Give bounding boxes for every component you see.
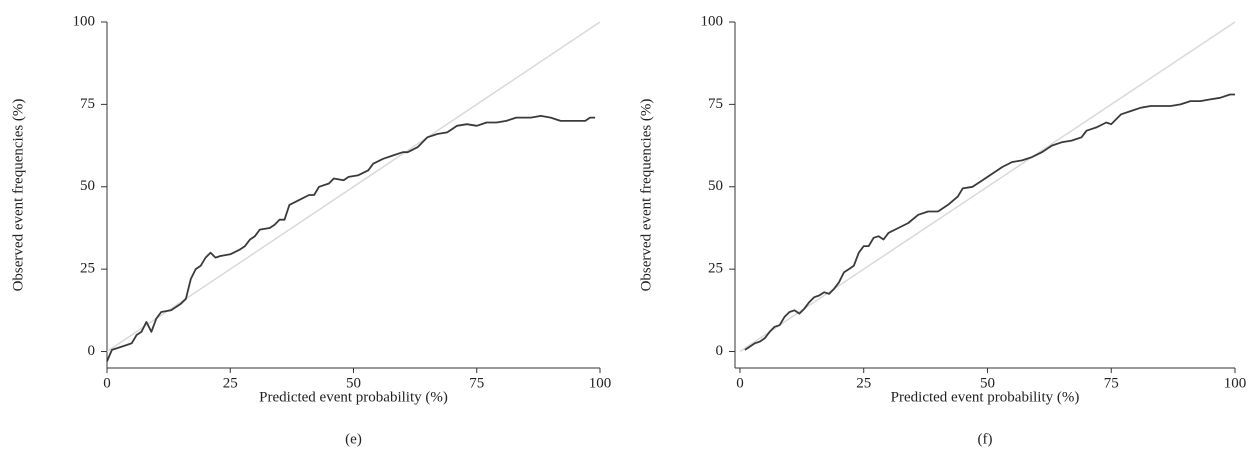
y-tick-label: 25 (80, 261, 95, 277)
calibration-line (106, 115, 596, 362)
x-tick-label: 0 (103, 375, 111, 391)
y-axis-label: Observed event frequencies (%) (638, 99, 654, 292)
x-tick-label: 100 (589, 375, 612, 391)
y-tick-label: 25 (708, 261, 723, 277)
caption: (e) (345, 431, 362, 447)
x-tick-label: 25 (856, 375, 871, 391)
calibration-line (744, 93, 1235, 351)
y-tick-label: 100 (73, 13, 96, 29)
x-axis-label: Predicted event probability (%) (891, 389, 1080, 405)
y-tick-label: 0 (716, 343, 724, 359)
x-tick-label: 75 (469, 375, 484, 391)
x-tick-label: 50 (980, 375, 995, 391)
y-tick-label: 0 (88, 343, 96, 359)
x-tick-label: 100 (1224, 375, 1247, 391)
x-tick-label: 25 (223, 375, 238, 391)
x-axis-label: Predicted event probability (%) (259, 389, 448, 405)
y-axis-label: Observed event frequencies (%) (10, 99, 26, 292)
x-tick-label: 0 (736, 375, 744, 391)
y-tick-label: 75 (80, 96, 95, 112)
reference-line (106, 21, 601, 353)
x-tick-label: 75 (1104, 375, 1119, 391)
x-tick-label: 50 (346, 375, 361, 391)
caption: (f) (978, 431, 993, 447)
y-tick-label: 75 (708, 96, 723, 112)
y-tick-label: 50 (80, 178, 95, 194)
y-tick-label: 100 (701, 13, 724, 29)
reference-line (739, 21, 1236, 353)
y-tick-label: 50 (708, 178, 723, 194)
